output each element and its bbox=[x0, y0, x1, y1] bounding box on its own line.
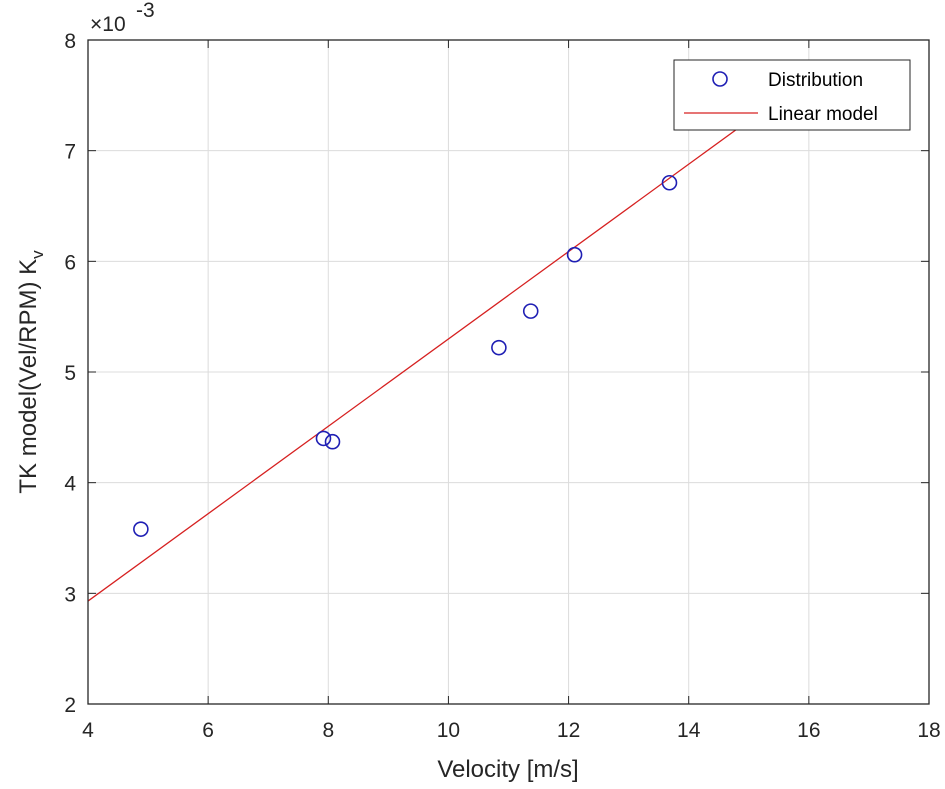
x-tick-label: 18 bbox=[917, 719, 940, 742]
distribution-point bbox=[324, 433, 341, 450]
y-axis-label: TK model(Vel/RPM) Kv bbox=[15, 250, 47, 494]
series-layer bbox=[87, 98, 780, 602]
y-tick-label: 7 bbox=[64, 141, 76, 164]
ticks: 4 6 8 10 12 14 16 18 2 3 4 5 6 7 8 bbox=[64, 30, 940, 742]
legend: Distribution Linear model bbox=[673, 59, 911, 131]
legend-label-linear-model: Linear model bbox=[768, 104, 878, 125]
distribution-point bbox=[133, 521, 149, 537]
y-exponent-power: -3 bbox=[136, 0, 155, 22]
x-tick-label: 14 bbox=[677, 719, 701, 742]
x-tick-label: 4 bbox=[82, 719, 94, 742]
distribution-point bbox=[522, 303, 539, 319]
distribution-point bbox=[566, 246, 583, 263]
x-tick-label: 8 bbox=[322, 719, 334, 742]
y-exponent-label: ×10 -3 bbox=[90, 0, 155, 36]
y-exponent-prefix: ×10 bbox=[90, 13, 126, 36]
linear-model-line bbox=[87, 98, 780, 602]
x-tick-label: 6 bbox=[202, 719, 214, 742]
y-tick-label: 3 bbox=[64, 583, 76, 606]
y-axis-label-subscript: v bbox=[28, 250, 47, 259]
x-tick-label: 16 bbox=[797, 719, 820, 742]
legend-marker-distribution bbox=[712, 71, 728, 87]
legend-box bbox=[673, 59, 911, 131]
x-axis-label: Velocity [m/s] bbox=[437, 756, 578, 783]
distribution-point bbox=[661, 174, 678, 191]
y-tick-label: 5 bbox=[64, 362, 76, 385]
distribution-point bbox=[315, 430, 332, 447]
y-axis-label-main: TK model(Vel/RPM) K bbox=[15, 259, 42, 494]
x-tick-label: 10 bbox=[437, 719, 460, 742]
y-tick-label: 8 bbox=[64, 30, 76, 53]
y-tick-label: 2 bbox=[64, 694, 76, 717]
y-tick-label: 4 bbox=[64, 473, 76, 496]
legend-label-distribution: Distribution bbox=[768, 70, 863, 91]
distribution-point bbox=[491, 339, 507, 356]
x-tick-label: 12 bbox=[557, 719, 580, 742]
y-tick-label: 6 bbox=[64, 251, 76, 274]
